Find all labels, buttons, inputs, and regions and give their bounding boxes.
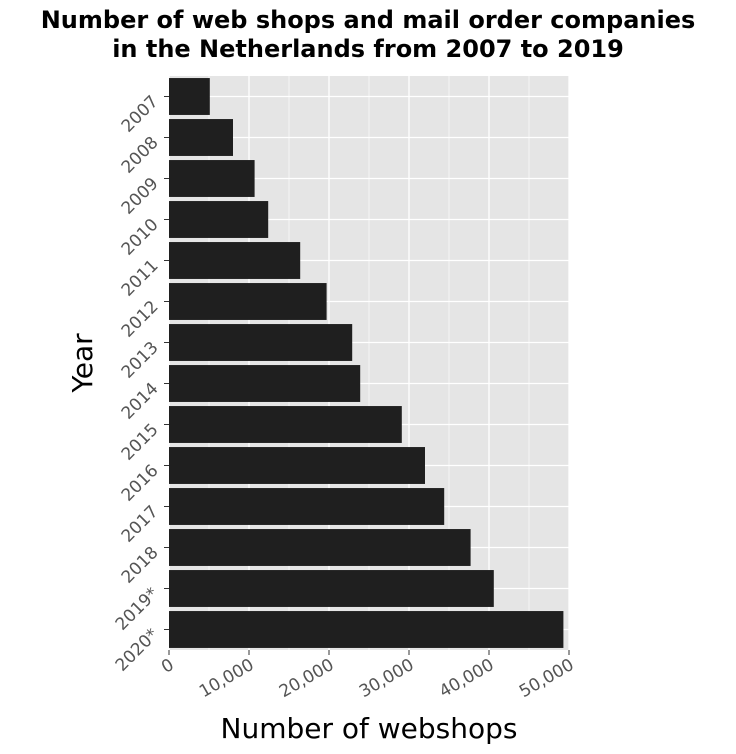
chart-title-line-2: in the Netherlands from 2007 to 2019: [112, 35, 624, 63]
bar-2013: [169, 324, 353, 361]
y-tick-label: 2012: [118, 297, 163, 342]
x-tick-label: 10,000: [196, 655, 258, 702]
y-tick-label: 2011: [118, 256, 163, 301]
y-tick-label: 2019*: [112, 584, 163, 635]
bar-2017: [169, 488, 445, 525]
bar-2008: [169, 119, 233, 156]
y-tick-label: 2009: [118, 174, 163, 219]
x-axis-ticks: 0 10,000 20,000 30,000 40,000 50,000: [158, 650, 578, 702]
y-tick-label: 2018: [118, 543, 163, 588]
chart-title: Number of web shops and mail order compa…: [0, 6, 736, 64]
y-tick-label: 2013: [118, 338, 163, 383]
x-tick-label: 0: [158, 655, 177, 678]
y-tick-label: 2008: [118, 133, 163, 178]
y-tick-label: 2016: [118, 461, 163, 506]
bar-2020-est: [169, 611, 564, 648]
bar-2010: [169, 201, 269, 238]
x-tick-label: 40,000: [436, 655, 498, 702]
bar-2011: [169, 242, 301, 279]
x-tick-label: 30,000: [356, 655, 418, 702]
bar-2019-est: [169, 570, 494, 607]
x-axis-label: Number of webshops: [221, 712, 518, 745]
y-tick-label: 2014: [118, 379, 163, 424]
bars: [169, 78, 564, 648]
y-tick-label: 2020*: [112, 625, 163, 676]
bar-2009: [169, 160, 255, 197]
bar-2007: [169, 78, 210, 115]
chart-title-line-1: Number of web shops and mail order compa…: [40, 6, 696, 34]
y-tick-label: 2007: [118, 92, 163, 137]
bar-2015: [169, 406, 402, 443]
y-axis-ticks: 2007200820092010201120122013201420152016…: [112, 92, 169, 676]
x-tick-label: 20,000: [276, 655, 338, 702]
bar-2012: [169, 283, 327, 320]
bar-2018: [169, 529, 471, 566]
y-tick-label: 2010: [118, 215, 163, 260]
y-tick-label: 2017: [118, 502, 163, 547]
x-tick-label: 50,000: [516, 655, 578, 702]
y-axis-label: Year: [66, 333, 99, 394]
bar-2014: [169, 365, 361, 402]
y-tick-label: 2015: [118, 420, 163, 465]
bar-2016: [169, 447, 425, 484]
